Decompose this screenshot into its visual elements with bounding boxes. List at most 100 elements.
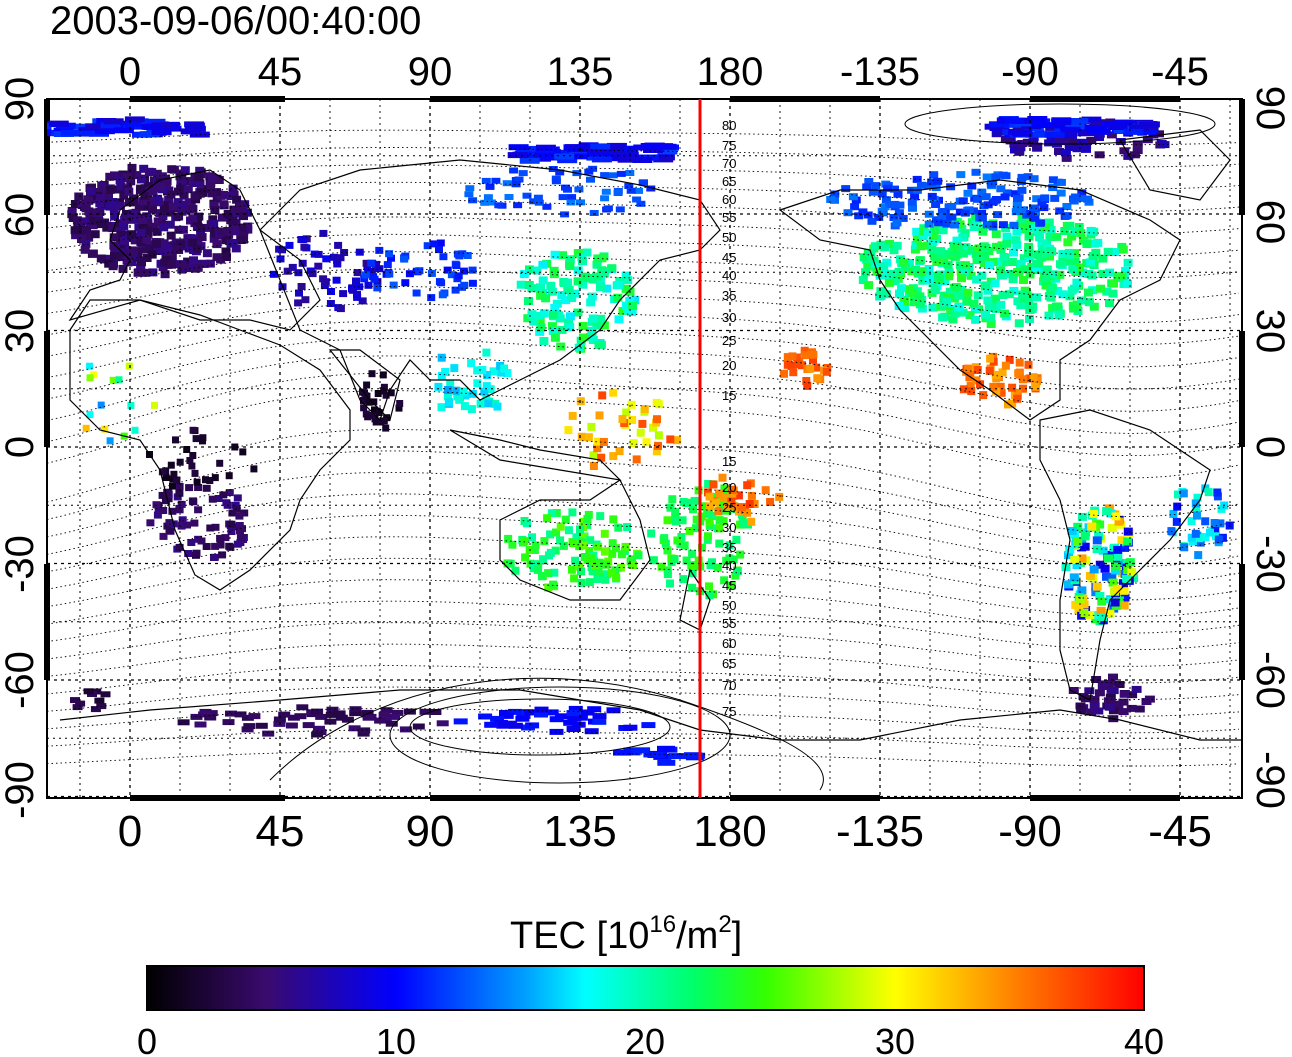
tec-cell bbox=[294, 299, 303, 307]
tec-cell bbox=[928, 303, 938, 312]
tec-cell bbox=[733, 567, 742, 576]
tec-cell bbox=[564, 318, 574, 327]
tec-cell bbox=[518, 170, 528, 177]
tec-cell bbox=[609, 388, 618, 397]
tec-cell bbox=[1046, 226, 1056, 235]
tec-cell bbox=[494, 202, 504, 209]
tec-cell bbox=[175, 483, 184, 490]
tec-cell bbox=[629, 439, 638, 448]
tec-cell bbox=[986, 320, 996, 328]
tec-cell bbox=[223, 210, 233, 218]
tec-cell bbox=[632, 157, 653, 163]
tec-cell bbox=[977, 209, 987, 217]
tec-cell bbox=[1024, 249, 1034, 258]
tec-cell bbox=[110, 171, 119, 180]
tec-cell bbox=[732, 535, 741, 544]
tec-cell bbox=[84, 233, 94, 242]
tec-cell bbox=[158, 491, 167, 499]
tec-cell bbox=[173, 493, 182, 501]
tec-cell bbox=[1103, 247, 1113, 256]
tec-cell bbox=[436, 239, 445, 247]
tec-cell bbox=[158, 212, 168, 221]
tec-cell bbox=[1193, 511, 1201, 520]
tec-cell bbox=[527, 310, 537, 319]
tec-cell bbox=[603, 205, 613, 212]
tec-cell bbox=[97, 181, 107, 190]
tec-cell bbox=[1068, 687, 1079, 694]
tec-cell bbox=[210, 206, 220, 214]
tec-cell bbox=[671, 508, 680, 517]
tec-cell bbox=[582, 248, 592, 257]
tec-cell bbox=[348, 725, 361, 732]
tec-cell bbox=[108, 224, 118, 233]
tec-cell bbox=[1077, 554, 1087, 563]
tec-cell bbox=[586, 298, 596, 307]
tec-cell bbox=[1126, 704, 1137, 712]
tec-cell bbox=[707, 512, 716, 520]
tec-cell bbox=[189, 498, 198, 506]
tec-cell bbox=[571, 721, 586, 728]
tec-cell bbox=[705, 518, 714, 527]
tec-cell bbox=[139, 164, 149, 173]
tec-cell bbox=[159, 205, 169, 214]
tec-cell bbox=[715, 539, 724, 548]
tec-cell bbox=[911, 265, 920, 274]
tec-cell bbox=[924, 220, 934, 228]
contour-label: 45 bbox=[722, 578, 736, 593]
tec-cell bbox=[571, 556, 580, 565]
tec-cell bbox=[195, 166, 205, 175]
tec-cell bbox=[388, 713, 400, 720]
tec-cell bbox=[955, 261, 965, 270]
tec-cell bbox=[529, 198, 539, 205]
tec-cell bbox=[592, 321, 602, 330]
tec-cell bbox=[1112, 584, 1122, 593]
colorbar-title: TEC [1016/m2] bbox=[510, 911, 742, 957]
bottom-axis-label: -90 bbox=[998, 807, 1062, 856]
tec-cell bbox=[364, 281, 373, 289]
tec-cell bbox=[1169, 510, 1178, 518]
tec-cell bbox=[82, 424, 90, 432]
tec-cell bbox=[164, 488, 173, 496]
tec-cell bbox=[435, 246, 443, 254]
tec-cell bbox=[1079, 600, 1089, 609]
tec-cell bbox=[206, 181, 216, 190]
tec-cell bbox=[1020, 265, 1030, 274]
tec-cell bbox=[633, 144, 654, 151]
tec-cell bbox=[1019, 384, 1027, 393]
tec-cell bbox=[357, 730, 370, 737]
tec-cell bbox=[1096, 606, 1106, 615]
tec-cell bbox=[947, 203, 957, 210]
tec-cell bbox=[1069, 573, 1079, 582]
tec-cell bbox=[1127, 568, 1137, 577]
tec-cell bbox=[228, 216, 238, 225]
tec-cell bbox=[1042, 265, 1052, 274]
tec-cell bbox=[177, 265, 187, 274]
tec-cell bbox=[1054, 137, 1065, 145]
tec-cell bbox=[483, 194, 493, 201]
tec-cell bbox=[683, 499, 692, 508]
tec-cell bbox=[1089, 509, 1099, 518]
tec-cell bbox=[1105, 299, 1114, 308]
tec-cell bbox=[663, 516, 672, 525]
tec-cell bbox=[544, 709, 559, 716]
tec-cell bbox=[188, 261, 198, 269]
tec-cell bbox=[981, 310, 991, 319]
tec-cell bbox=[885, 201, 895, 208]
tec-cell bbox=[937, 208, 947, 216]
tec-cell bbox=[211, 474, 219, 482]
tec-cell bbox=[72, 123, 92, 130]
tec-cell bbox=[1073, 538, 1083, 546]
tec-cell bbox=[934, 271, 944, 280]
tec-cell bbox=[105, 202, 115, 211]
tec-cell bbox=[564, 426, 573, 435]
tec-cell bbox=[496, 368, 505, 377]
tec-cell bbox=[1119, 690, 1130, 698]
tec-cell bbox=[580, 709, 595, 716]
left-axis-label: -30 bbox=[0, 535, 42, 593]
tec-cell bbox=[372, 418, 380, 426]
tec-cell bbox=[1015, 144, 1026, 152]
tec-cell bbox=[142, 235, 152, 244]
tec-cell bbox=[692, 524, 700, 533]
tec-cell bbox=[152, 501, 161, 509]
tec-cell bbox=[685, 526, 694, 535]
